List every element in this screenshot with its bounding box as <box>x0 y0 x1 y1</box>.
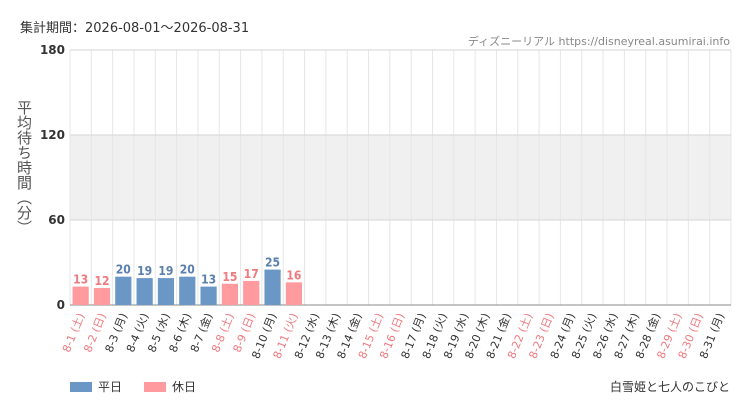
legend-item-holiday: 休日 <box>144 378 196 395</box>
bar <box>285 282 302 305</box>
bar-value-label: 16 <box>286 268 301 282</box>
bar-value-label: 19 <box>158 264 173 278</box>
bar <box>243 280 260 305</box>
y-tick-label: 0 <box>57 298 65 312</box>
attraction-name: 白雪姫と七人のこびと <box>609 380 730 394</box>
bar-value-label: 20 <box>180 263 195 277</box>
bar-value-label: 13 <box>201 273 216 287</box>
y-tick-label: 60 <box>48 213 65 227</box>
bar-value-label: 13 <box>73 273 88 287</box>
y-tick-label: 120 <box>40 128 65 142</box>
bar-value-label: 17 <box>244 267 259 281</box>
bar <box>72 286 89 305</box>
legend-swatch-weekday <box>70 381 92 392</box>
bar <box>179 276 196 305</box>
y-band <box>70 135 731 220</box>
bar <box>221 283 239 305</box>
y-axis-title: 平均待ち時間（分） <box>15 100 33 235</box>
bar-value-label: 20 <box>116 263 131 277</box>
legend-label-weekday: 平日 <box>98 380 123 394</box>
bar <box>93 288 111 305</box>
site-credit: ディズニーリアル https://disneyreal.asumirai.inf… <box>467 35 730 48</box>
legend-item-weekday: 平日 <box>70 378 122 395</box>
legend-label-holiday: 休日 <box>172 380 197 394</box>
bar <box>115 276 132 305</box>
legend: 平日 休日 <box>70 378 218 395</box>
bar <box>200 286 217 305</box>
bar-value-label: 12 <box>94 274 109 288</box>
bar-value-label: 15 <box>222 270 237 284</box>
y-tick-label: 180 <box>40 43 65 57</box>
bar <box>136 278 153 305</box>
bar-value-label: 19 <box>137 264 152 278</box>
bar <box>264 269 281 305</box>
legend-swatch-holiday <box>144 381 167 392</box>
bar-value-label: 25 <box>265 256 280 270</box>
bar <box>157 278 175 305</box>
period-label: 集計期間：2026-08-01～2026-08-31 <box>20 21 250 36</box>
